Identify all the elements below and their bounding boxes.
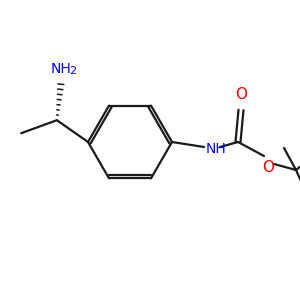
Text: 2: 2: [69, 66, 76, 76]
Text: O: O: [262, 160, 274, 175]
Text: O: O: [235, 87, 247, 102]
Text: NH: NH: [206, 142, 227, 156]
Text: NH: NH: [50, 62, 71, 76]
